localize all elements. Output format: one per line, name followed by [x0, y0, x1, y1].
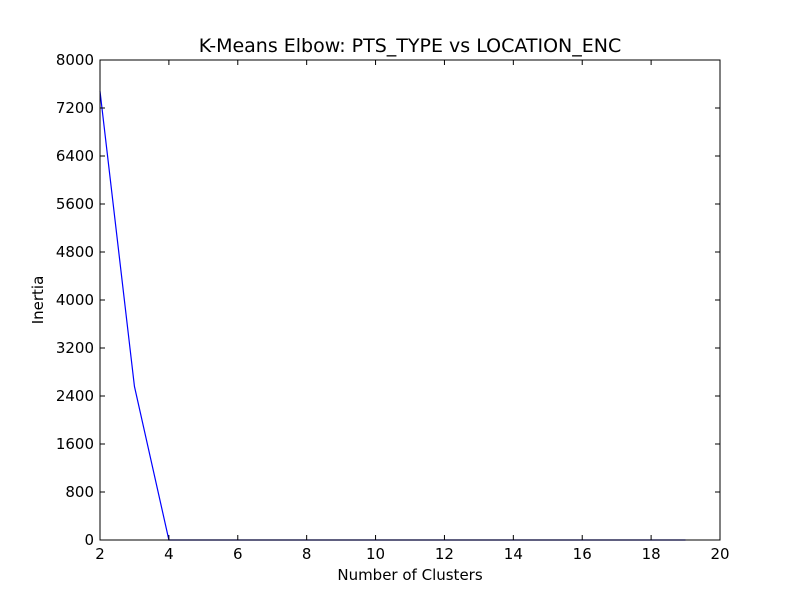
y-tick-label: 6400: [56, 147, 94, 165]
x-tick-label: 12: [435, 545, 454, 563]
y-tick-label: 2400: [56, 387, 94, 405]
axis-ticks: 2 4 6 8 10 12 14 16 18 20 0 800 1600 2400 3200 4000 4800…: [56, 51, 730, 563]
y-tick-label: 4800: [56, 243, 94, 261]
x-tick-label: 18: [642, 545, 661, 563]
x-tick-label: 20: [710, 545, 729, 563]
y-tick-label: 3200: [56, 339, 94, 357]
x-tick-label: 14: [504, 545, 523, 563]
plot-frame: [99, 59, 721, 541]
series-line-0: [99, 91, 686, 541]
plot-area: [99, 91, 686, 541]
x-tick-label: 10: [366, 545, 385, 563]
x-tick-label: 2: [95, 545, 105, 563]
x-tick-label: 8: [302, 545, 312, 563]
y-tick-label: 5600: [56, 195, 94, 213]
y-axis-label: Inertia: [29, 276, 47, 325]
x-tick-label: 16: [573, 545, 592, 563]
y-tick-label: 800: [65, 483, 94, 501]
x-tick-label: 4: [164, 545, 174, 563]
y-tick-label: 0: [84, 531, 94, 549]
chart-title: K-Means Elbow: PTS_TYPE vs LOCATION_ENC: [199, 35, 621, 57]
x-axis-label: Number of Clusters: [337, 566, 482, 584]
y-tick-label: 1600: [56, 435, 94, 453]
y-tick-label: 4000: [56, 291, 94, 309]
x-tick-label: 6: [233, 545, 243, 563]
y-tick-label: 7200: [56, 99, 94, 117]
y-tick-label: 8000: [56, 51, 94, 69]
